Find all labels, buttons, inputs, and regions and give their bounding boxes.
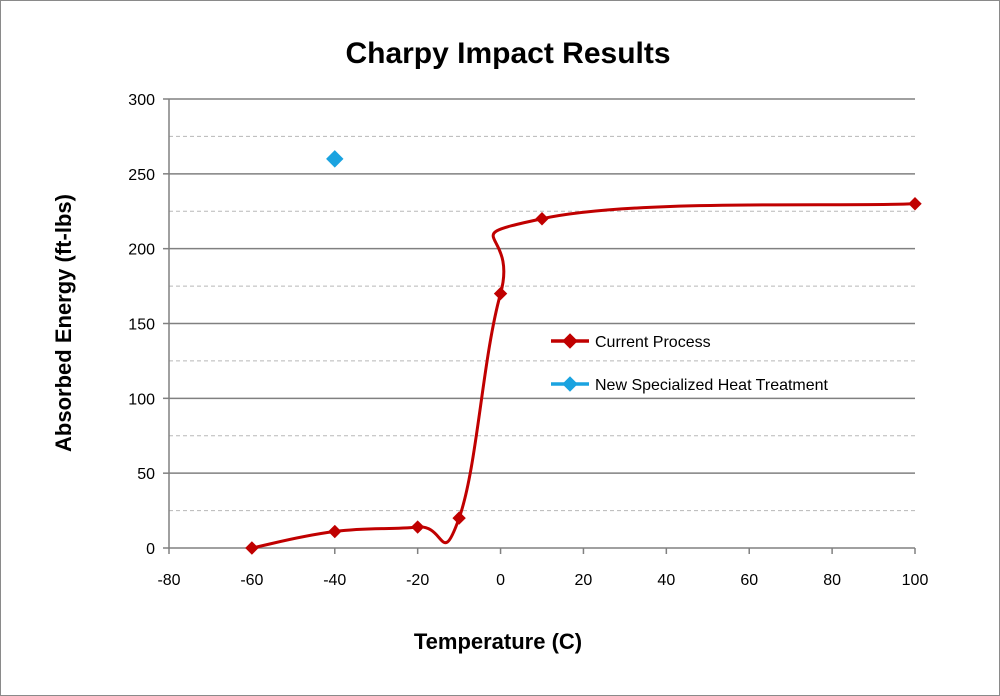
y-tick-label: 250 [128,167,155,184]
legend-marker [562,376,578,392]
y-axis-label: Absorbed Energy (ft-lbs) [51,194,76,452]
x-tick-label: 80 [823,572,841,589]
x-tick-label: -60 [240,572,263,589]
data-point-marker [535,212,549,226]
grid-layer [169,98,915,512]
x-axis-label: Temperature (C) [414,629,582,654]
data-point-marker [908,197,922,211]
chart-title: Charpy Impact Results [345,37,670,70]
y-tick-label: 100 [128,391,155,408]
legend: Current Process New Specialized Heat Trea… [551,333,829,394]
data-point-marker [410,520,425,534]
x-tick-label: 0 [496,572,505,589]
y-tick-label: 0 [146,541,155,558]
series-layer [245,150,922,555]
legend-label: New Specialized Heat Treatment [595,377,829,394]
series-line [251,202,916,550]
x-tick-label: 20 [575,572,593,589]
data-point-marker [326,150,344,168]
data-point-marker [328,524,342,539]
y-tick-label: 150 [128,317,155,334]
x-tick-label: -80 [157,572,180,589]
x-tick-label: 40 [657,572,675,589]
data-point-marker [452,511,466,525]
y-tick-label: 200 [128,242,155,259]
y-tick-label: 300 [128,92,155,109]
y-tick-label: 50 [137,466,155,483]
data-point-marker [493,286,508,301]
x-tick-label: 100 [902,572,929,589]
data-point-marker [245,541,259,555]
axis-layer: 0 50 100 150 200 250 300 -80 -60 -40 -20 0 20 40 60 80 1… [128,92,928,589]
x-tick-label: -40 [323,572,346,589]
legend-label: Current Process [595,334,711,351]
x-tick-label: 60 [740,572,758,589]
x-tick-label: -20 [406,572,429,589]
legend-marker [562,333,578,349]
